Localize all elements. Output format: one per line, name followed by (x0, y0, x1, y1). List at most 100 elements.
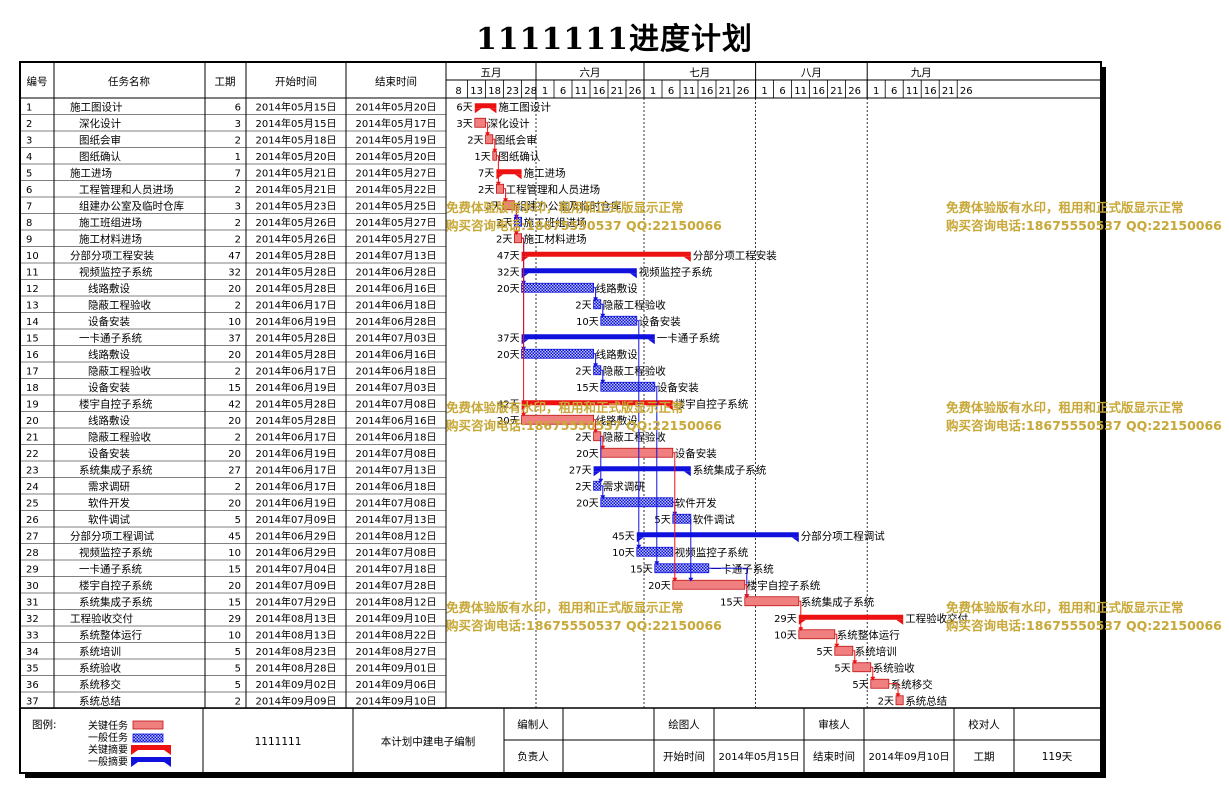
task-number: 23 (26, 466, 39, 477)
day-tick-label: 13 (470, 86, 483, 97)
dependency-arrow (870, 676, 876, 681)
day-tick-label: 1 (761, 86, 767, 97)
task-duration: 5 (235, 515, 241, 526)
task-start: 2014年06月19日 (256, 497, 337, 510)
task-duration: 20 (228, 449, 241, 460)
task-end: 2014年05月27日 (356, 233, 437, 246)
bar-task-label: 线路敷设 (596, 414, 638, 427)
task-number: 17 (26, 367, 39, 378)
day-tick-label: 11 (906, 86, 919, 97)
day-tick-label: 23 (506, 86, 519, 97)
bar-task-label: 视频监控子系统 (675, 546, 749, 559)
task-end: 2014年05月17日 (356, 117, 437, 130)
task-number: 27 (26, 532, 39, 543)
task-start: 2014年05月15日 (256, 101, 337, 114)
bar-duration-label: 3天 (485, 201, 501, 212)
dependency-arrow (593, 429, 599, 434)
dependency-arrow (485, 132, 491, 137)
footer-drawer-label: 绘图人 (668, 718, 700, 731)
task-end: 2014年06月28日 (356, 266, 437, 279)
dependency-link (600, 435, 604, 448)
task-number: 1 (26, 103, 32, 114)
task-name: 系统集成子系统 (79, 464, 153, 477)
task-name: 系统总结 (79, 695, 121, 708)
task-name: 隐蔽工程验收 (88, 365, 151, 378)
dependency-link (496, 155, 499, 184)
dependency-link (593, 287, 597, 300)
day-tick-label: 6 (891, 86, 897, 97)
bar-duration-label: 29天 (774, 614, 797, 625)
dependency-arrow (600, 379, 606, 384)
bar-duration-label: 37天 (497, 333, 520, 344)
footer-duration-value: 119天 (1042, 751, 1073, 763)
task-duration: 2 (235, 301, 241, 312)
task-start: 2014年06月29日 (256, 546, 337, 559)
footer-reviewer-label: 审核人 (818, 718, 850, 731)
month-label: 八月 (801, 67, 822, 79)
task-end: 2014年07月03日 (356, 381, 437, 394)
task-start: 2014年08月13日 (256, 629, 337, 642)
task-number: 12 (26, 284, 39, 295)
bar-duration-label: 32天 (497, 267, 520, 278)
task-bar (852, 662, 872, 673)
dependency-link (636, 320, 640, 547)
bar-duration-label: 2天 (575, 432, 591, 443)
task-duration: 42 (228, 400, 241, 411)
bar-task-label: 系统整体运行 (837, 628, 900, 641)
task-number: 7 (26, 202, 32, 213)
task-start: 2014年06月17日 (256, 480, 337, 493)
bar-duration-label: 2天 (467, 135, 483, 146)
summary-end-marker (896, 619, 904, 625)
dependency-arrow (688, 577, 694, 582)
task-duration: 3 (235, 119, 241, 130)
summary-bar (496, 169, 522, 175)
day-tick-label: 11 (575, 86, 588, 97)
task-start: 2014年05月20日 (256, 150, 337, 163)
task-end: 2014年08月12日 (356, 530, 437, 543)
bar-task-label: 系统验收 (873, 661, 915, 674)
chart-title: 1111111进度计划 (475, 22, 754, 57)
task-duration: 2 (235, 367, 241, 378)
task-start: 2014年07月09日 (256, 513, 337, 526)
task-number: 14 (26, 317, 39, 328)
legend-critical-task: 关键任务 (88, 719, 128, 732)
task-start: 2014年05月21日 (256, 183, 337, 196)
watermark-text: 免费体验版有水印，租用和正式版显示正常 (946, 200, 1184, 215)
task-start: 2014年05月28日 (256, 414, 337, 427)
task-start: 2014年05月15日 (256, 117, 337, 130)
task-bar (600, 381, 656, 392)
task-end: 2014年07月08日 (356, 398, 437, 411)
summary-end-marker (647, 339, 655, 345)
task-end: 2014年05月27日 (356, 216, 437, 229)
bar-task-label: 软件开发 (675, 496, 717, 509)
task-bar (744, 596, 800, 607)
task-bar (593, 480, 602, 491)
task-bar (672, 579, 746, 590)
task-number: 3 (26, 136, 32, 147)
dependency-link (521, 237, 525, 415)
task-duration: 2 (235, 697, 241, 708)
watermark-text: 购买咨询电话:18675550537 QQ:22150066 (946, 618, 1222, 633)
task-end: 2014年05月25日 (356, 200, 437, 213)
legend-normal-summary-swatch (131, 762, 171, 767)
bar-duration-label: 2天 (575, 482, 591, 493)
bar-duration-label: 2天 (496, 234, 512, 245)
bar-task-label: 软件调试 (693, 513, 735, 526)
task-number: 13 (26, 301, 39, 312)
task-start: 2014年05月28日 (256, 332, 337, 345)
task-start: 2014年05月26日 (256, 216, 337, 229)
task-bar (654, 563, 710, 574)
task-end: 2014年05月20日 (356, 101, 437, 114)
bar-duration-label: 15天 (576, 383, 599, 394)
day-tick-label: 21 (719, 86, 732, 97)
bar-duration-label: 2天 (496, 218, 512, 229)
task-bar (593, 299, 602, 310)
task-name: 设备安装 (88, 315, 130, 328)
watermark-text: 免费体验版有水印，租用和正式版显示正常 (446, 200, 684, 215)
task-name: 分部分项工程安装 (70, 249, 154, 262)
task-start: 2014年09月02日 (256, 678, 337, 691)
task-start: 2014年05月28日 (256, 282, 337, 295)
task-end: 2014年07月03日 (356, 332, 437, 345)
footer-owner-label: 负责人 (517, 750, 549, 763)
task-name: 施工班组进场 (79, 216, 142, 229)
